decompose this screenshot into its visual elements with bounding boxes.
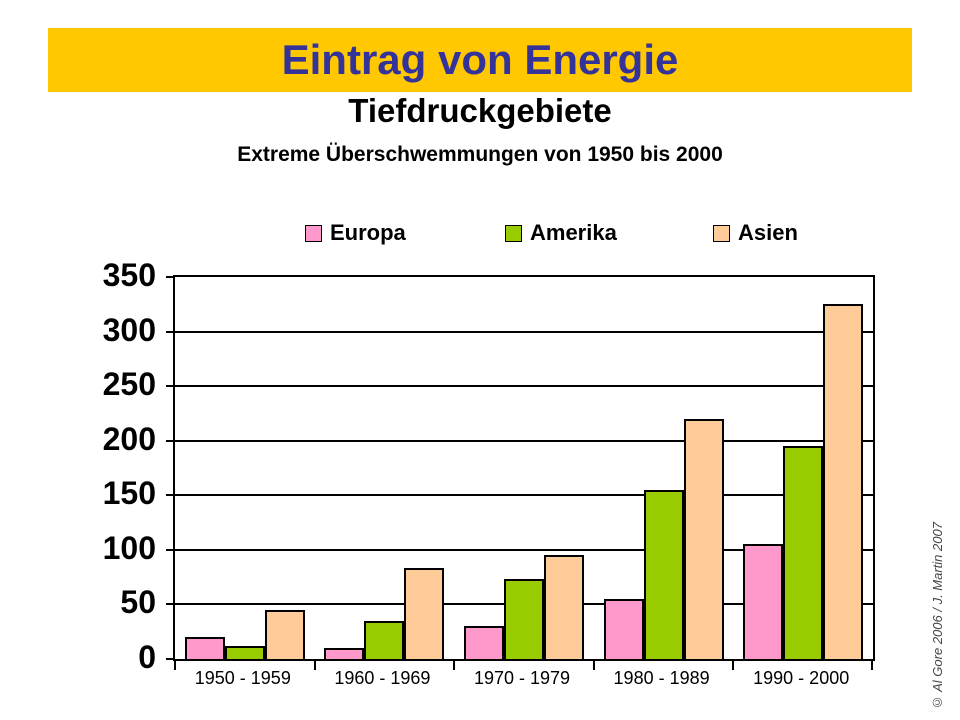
y-axis-label: 250: [102, 366, 156, 403]
legend-label-amerika: Amerika: [530, 220, 617, 245]
chart-legend: Europa Amerika Asien: [173, 219, 871, 247]
x-axis-label: 1950 - 1959: [194, 668, 291, 688]
x-axis-labels: 1950 - 1959 1960 - 1969 1970 - 1979 1980 - …: [173, 668, 871, 692]
x-axis-label: 1960 - 1969: [334, 668, 431, 688]
legend-label-asien: Asien: [738, 220, 798, 245]
y-axis-label: 50: [120, 584, 156, 621]
bar-europa-1: [184, 637, 225, 659]
x-axis-tick: [871, 661, 873, 670]
y-axis-label: 200: [102, 420, 156, 457]
bar-amerika-2: [364, 620, 405, 659]
legend-swatch-asien-icon: [713, 224, 730, 242]
bar-asien-5: [823, 304, 864, 659]
bar-amerika-5: [783, 446, 824, 659]
bar-europa-4: [603, 598, 644, 659]
x-axis-tick: [313, 661, 316, 670]
bar-amerika-3: [504, 579, 544, 659]
chart-title: Tiefdruckgebiete: [348, 92, 612, 129]
bar-asien-4: [683, 418, 724, 659]
y-axis-tick: [166, 548, 175, 551]
gridline: [175, 330, 873, 333]
y-axis-label: 100: [102, 529, 156, 566]
y-axis-tick: [166, 385, 175, 388]
gridline: [175, 385, 873, 388]
x-axis-label: 1980 - 1989: [613, 668, 710, 688]
bar-asien-1: [264, 609, 305, 659]
y-axis-tick: [166, 439, 175, 442]
banner-title: Eintrag von Energie: [281, 36, 679, 83]
bar-amerika-4: [643, 489, 684, 659]
bar-asien-3: [544, 555, 584, 659]
x-axis-label: 1990 - 2000: [753, 668, 850, 688]
bar-europa-2: [324, 648, 365, 659]
y-axis-tick: [166, 603, 175, 606]
copyright-note: © Al Gore 2006 / J. Martin 2007: [930, 522, 945, 710]
gridline: [175, 494, 873, 497]
x-axis-tick: [592, 661, 595, 670]
y-axis-label: 150: [102, 475, 156, 512]
y-axis-label: 300: [102, 311, 156, 348]
y-axis-tick: [166, 658, 175, 660]
x-axis-tick: [732, 661, 735, 670]
bar-europa-3: [464, 626, 504, 659]
bar-amerika-1: [224, 645, 265, 659]
x-axis-tick: [453, 661, 456, 670]
title-banner: Eintrag von Energie: [48, 28, 912, 92]
y-axis-tick: [166, 276, 175, 278]
y-axis-tick: [166, 494, 175, 497]
bar-europa-5: [743, 544, 784, 659]
gridline: [175, 548, 873, 551]
legend-item-asien: Asien: [713, 219, 798, 247]
legend-swatch-europa-icon: [305, 224, 322, 242]
legend-item-amerika: Amerika: [505, 219, 617, 247]
bar-asien-2: [404, 568, 445, 659]
legend-swatch-amerika-icon: [505, 224, 522, 242]
x-axis-label: 1970 - 1979: [473, 668, 571, 688]
x-axis-tick: [174, 661, 176, 670]
plot-area: [166, 275, 875, 670]
legend-item-europa: Europa: [305, 219, 406, 247]
y-axis-label: 0: [138, 639, 156, 675]
legend-label-europa: Europa: [330, 220, 406, 245]
y-axis-labels: 0 50 100 150 200 250 300 350: [40, 259, 156, 673]
y-axis-label: 350: [102, 257, 156, 293]
gridline: [175, 439, 873, 442]
y-axis-tick: [166, 330, 175, 333]
chart-subtitle: Extreme Überschwemmungen von 1950 bis 20…: [237, 143, 723, 166]
